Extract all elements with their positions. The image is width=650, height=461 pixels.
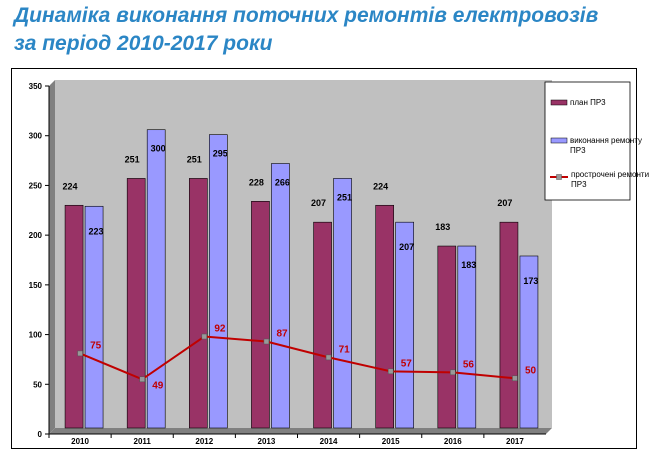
marker-overdue xyxy=(139,376,145,383)
x-tick-label: 2017 xyxy=(506,437,524,446)
bar-plan xyxy=(64,204,84,429)
x-tick-label: 2013 xyxy=(258,437,276,446)
y-tick-label: 100 xyxy=(29,331,43,340)
data-label-done: 223 xyxy=(89,226,104,236)
legend-swatch-done xyxy=(550,137,568,144)
data-label-overdue: 57 xyxy=(401,358,413,369)
data-label-overdue: 71 xyxy=(339,344,351,355)
marker-overdue xyxy=(512,375,518,382)
legend-marker-overdue xyxy=(556,174,562,180)
marker-overdue xyxy=(387,368,394,375)
line-overdue xyxy=(79,335,516,381)
x-tick-label: 2011 xyxy=(134,437,152,446)
x-tick-label: 2015 xyxy=(382,437,400,446)
data-label-overdue: 56 xyxy=(463,359,475,370)
y-tick-label: 350 xyxy=(29,82,43,91)
legend-label-plan: план ПР3 xyxy=(570,98,606,107)
data-label-plan: 251 xyxy=(125,154,140,164)
data-label-plan: 251 xyxy=(187,154,202,164)
x-tick-label: 2014 xyxy=(320,437,338,446)
x-tick-label: 2010 xyxy=(71,437,89,446)
data-label-overdue: 75 xyxy=(90,340,102,351)
title-line-2: за період 2010-2017 роки xyxy=(14,32,273,55)
bar-done xyxy=(395,221,414,429)
data-label-plan: 207 xyxy=(497,198,512,208)
data-label-plan: 207 xyxy=(311,198,326,208)
data-label-done: 173 xyxy=(523,276,538,286)
y-tick-label: 150 xyxy=(29,281,43,290)
data-label-plan: 224 xyxy=(63,181,78,191)
data-label-plan: 228 xyxy=(249,177,264,187)
x-tick-label: 2012 xyxy=(195,437,213,446)
plot-side-wall xyxy=(49,80,55,434)
data-label-overdue: 50 xyxy=(525,365,537,376)
bar-done xyxy=(209,134,228,429)
y-tick-label: 200 xyxy=(29,231,43,240)
legend-label-done: виконання ремонту ПР3 xyxy=(570,136,642,155)
bar-plan xyxy=(313,221,332,429)
y-tick-label: 0 xyxy=(38,430,43,439)
data-label-overdue: 49 xyxy=(152,380,164,391)
bar-done xyxy=(146,129,166,429)
page-title: Динаміка виконання поточних ремонтів еле… xyxy=(14,2,644,58)
marker-overdue xyxy=(77,350,83,357)
legend-swatch-plan xyxy=(550,99,568,106)
data-label-done: 207 xyxy=(399,242,414,252)
marker-overdue xyxy=(201,333,208,340)
y-tick-label: 250 xyxy=(29,181,43,190)
data-label-overdue: 92 xyxy=(214,324,226,335)
y-tick-label: 50 xyxy=(33,380,42,389)
bar-plan xyxy=(375,204,394,429)
bar-plan xyxy=(126,178,146,429)
bar-done xyxy=(271,163,290,429)
bar-done xyxy=(84,205,104,429)
y-tick-label: 300 xyxy=(29,132,43,141)
x-tick-label: 2016 xyxy=(444,437,462,446)
data-label-done: 266 xyxy=(275,178,290,188)
data-label-done: 183 xyxy=(461,260,476,270)
bar-plan xyxy=(251,201,270,429)
bar-done xyxy=(519,255,539,429)
bar-done xyxy=(333,178,352,429)
bar-plan xyxy=(189,178,208,429)
data-label-plan: 183 xyxy=(435,222,450,232)
plot-floor xyxy=(49,428,552,434)
marker-overdue xyxy=(450,369,456,376)
data-label-done: 295 xyxy=(213,149,228,159)
legend-label-overdue: прострочені ремонти ПР3 xyxy=(571,170,649,189)
bar-done xyxy=(457,245,477,429)
data-label-done: 251 xyxy=(337,192,352,202)
marker-overdue xyxy=(325,354,332,361)
data-label-overdue: 87 xyxy=(276,328,288,339)
title-line-1: Динаміка виконання поточних ремонтів еле… xyxy=(14,4,599,27)
data-label-done: 300 xyxy=(151,144,166,154)
bar-plan xyxy=(437,245,457,429)
data-label-plan: 224 xyxy=(373,181,388,191)
marker-overdue xyxy=(263,338,270,345)
bar-plan xyxy=(499,221,519,429)
